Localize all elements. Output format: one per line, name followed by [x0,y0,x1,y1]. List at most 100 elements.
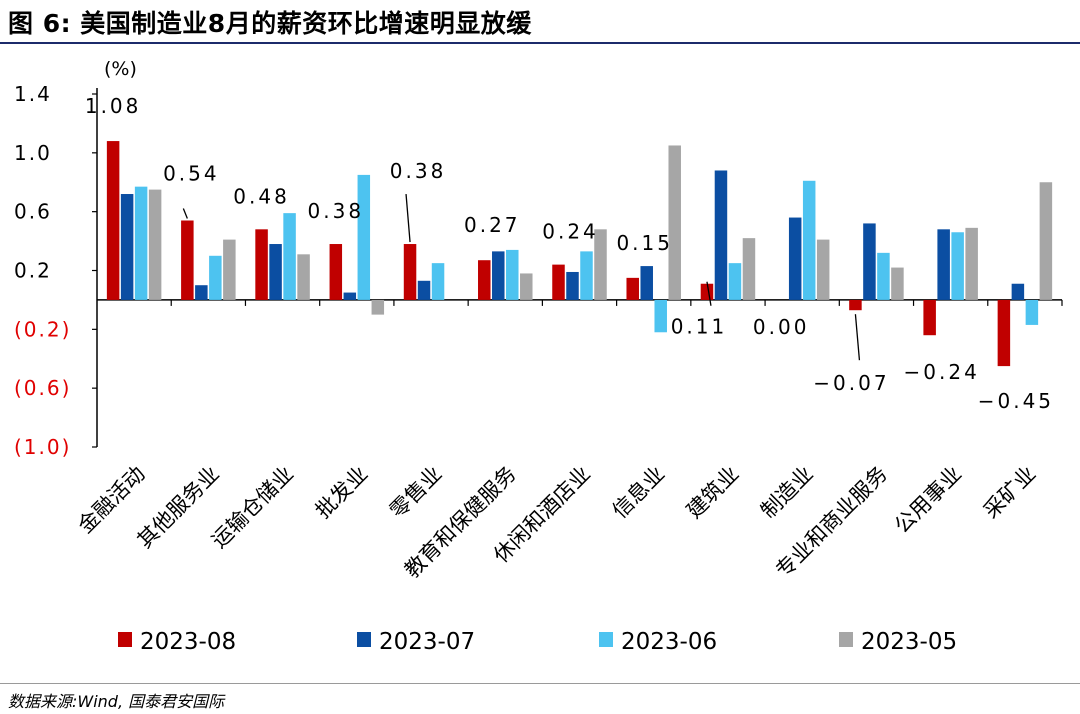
bar-2023-07-建筑业 [714,170,728,300]
bar-2023-05-教育和保健服务 [520,273,533,300]
data-label: 0.15 [616,231,673,255]
category-label: 零售业 [385,462,447,524]
bar-2023-06-教育和保健服务 [506,249,519,300]
bar-2023-06-休闲和酒店业 [580,251,593,300]
bar-2023-05-制造业 [816,239,830,300]
legend-label: 2023-05 [861,629,957,655]
data-label: 0.27 [464,213,521,237]
bar-2023-07-休闲和酒店业 [566,271,579,300]
bar-2023-05-公用事业 [965,227,978,300]
bar-2023-05-其他服务业 [223,239,236,300]
y-tick-label: 1.0 [14,141,52,165]
y-tick-label: 0.2 [14,259,52,283]
leader-line [854,314,861,361]
leader-line [706,281,712,306]
category-label: 采矿业 [979,462,1041,524]
bar-2023-08-信息业 [626,277,639,300]
data-label: 0.11 [671,315,728,339]
bar-2023-08-批发业 [329,244,343,300]
bar-2023-08-金融活动 [106,141,120,300]
bar-2023-08-教育和保健服务 [478,260,491,300]
data-label: −0.24 [904,360,980,384]
y-tick-label: 0.6 [14,200,52,224]
data-label: 1.08 [85,94,142,118]
data-label: 0.24 [542,220,599,244]
bar-2023-07-采矿业 [1011,283,1025,300]
bar-2023-05-专业和商业服务 [891,267,904,300]
bar-2023-08-专业和商业服务 [849,299,862,311]
bar-2023-07-教育和保健服务 [492,251,505,300]
bar-2023-07-专业和商业服务 [863,223,876,300]
legend-label: 2023-06 [621,629,717,655]
bar-2023-07-其他服务业 [195,285,208,300]
bar-2023-08-休闲和酒店业 [552,264,565,300]
data-label: 0.48 [233,184,290,208]
bar-2023-05-休闲和酒店业 [594,229,607,300]
x-axis [97,299,1063,306]
bar-2023-08-公用事业 [923,299,936,336]
bars [106,141,1053,367]
unit-label: (%) [104,58,137,80]
bar-2023-06-其他服务业 [209,255,222,300]
bar-2023-07-信息业 [640,266,653,300]
category-label: 建筑业 [682,462,744,524]
category-label: 批发业 [311,462,373,524]
bar-2023-06-零售业 [431,263,445,300]
bar-2023-08-采矿业 [997,299,1011,367]
bar-2023-07-金融活动 [120,194,134,300]
bar-2023-05-金融活动 [148,189,162,300]
bar-2023-05-批发业 [371,299,385,315]
data-label: −0.45 [978,389,1054,413]
legend-swatch-2023-07 [357,632,371,647]
bar-2023-05-采矿业 [1039,182,1053,300]
y-tick-label: (1.0) [14,435,71,459]
leader-line [182,208,188,219]
legend-swatch-2023-06 [599,632,613,647]
bar-2023-05-运输仓储业 [297,254,310,300]
category-labels: 金融活动其他服务业运输仓储业 批发业 零售业教育和保健服务休闲和酒店业 信息业 建筑业制… [73,462,1040,583]
category-label: 金融活动 [73,462,149,538]
legend: 2023-08 2023-07 2023-06 2023-05 [118,629,957,655]
source-note: 数据来源:Wind, 国泰君安国际 [8,692,225,711]
chart-title: 图 6: 美国制造业8月的薪资环比增速明显放缓 [8,9,532,38]
category-label: 信息业 [608,462,670,524]
bar-2023-05-信息业 [668,145,681,300]
bar-2023-08-建筑业 [700,283,714,300]
bar-2023-07-制造业 [788,217,802,300]
legend-swatch-2023-08 [118,632,132,647]
bar-2023-08-运输仓储业 [255,229,268,300]
data-label: −0.07 [813,371,889,395]
legend-label: 2023-08 [140,629,236,655]
data-labels: 1.08 0.54 0.48 0.38 0.38 0.27 0.24 0.15 0.11 0.00… [85,94,1054,413]
bar-2023-07-零售业 [417,280,431,300]
data-label: 0.00 [753,315,810,339]
bar-chart: (%) 1.4 1.0 0.6 0.2 (0.2) (0.6) (1.0) 1.08 0.54 0… [14,58,1063,655]
y-tick-label: (0.2) [14,317,71,341]
bar-2023-07-公用事业 [937,229,950,300]
data-label: 0.54 [163,161,220,185]
title-underline [0,42,1080,44]
bar-2023-06-专业和商业服务 [877,252,890,300]
bar-2023-07-批发业 [343,292,357,300]
bar-2023-06-建筑业 [728,263,742,300]
data-label: 0.38 [308,199,365,223]
leader-line [405,193,411,243]
y-tick-label: 1.4 [14,82,52,106]
bar-2023-05-建筑业 [742,238,756,300]
bar-2023-06-批发业 [357,174,371,300]
bar-2023-06-信息业 [654,299,667,333]
bar-2023-08-其他服务业 [181,220,194,300]
category-label: 制造业 [756,462,818,524]
source-divider [0,683,1080,684]
data-label: 0.38 [390,159,447,183]
legend-swatch-2023-05 [839,632,853,647]
bar-2023-08-零售业 [403,244,417,300]
y-tick-label: (0.6) [14,376,71,400]
bar-2023-06-金融活动 [134,186,148,300]
bar-2023-06-运输仓储业 [283,213,296,300]
bar-2023-06-制造业 [802,180,816,300]
category-label: 公用事业 [890,462,966,538]
bar-2023-06-公用事业 [951,232,964,300]
bar-2023-06-采矿业 [1025,299,1039,325]
legend-label: 2023-07 [379,629,475,655]
